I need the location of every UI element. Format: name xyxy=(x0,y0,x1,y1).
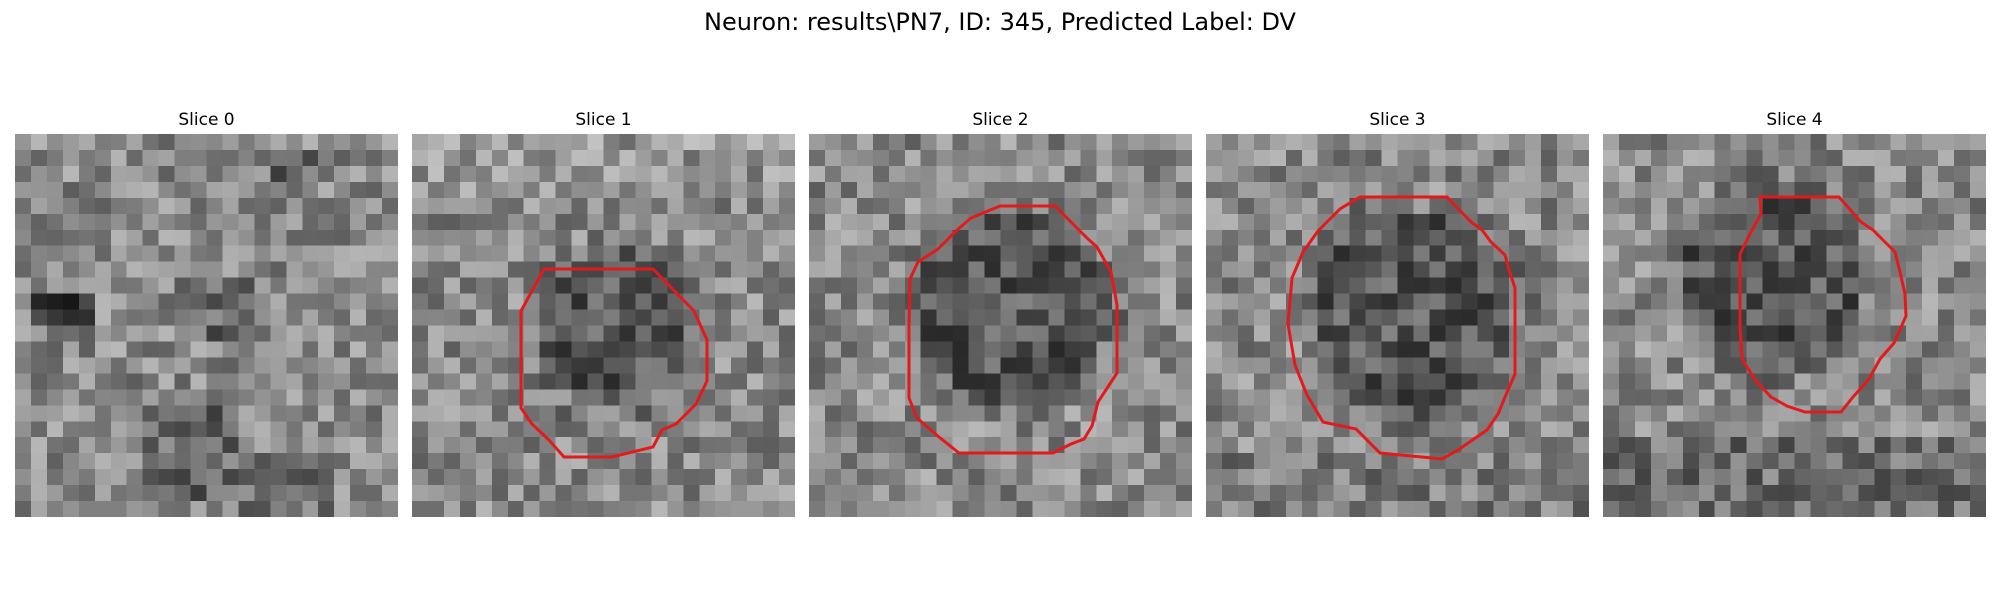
slice-title: Slice 3 xyxy=(1369,110,1426,130)
figure-title: Neuron: results\PN7, ID: 345, Predicted … xyxy=(704,8,1296,36)
slice-panel-3: Slice 3 xyxy=(1206,108,1589,517)
slice-panel-0: Slice 0 xyxy=(15,108,398,517)
slice-image xyxy=(1603,134,1986,517)
slice-image xyxy=(412,134,795,517)
slice-title: Slice 2 xyxy=(972,110,1029,130)
slice-panel-2: Slice 2 xyxy=(809,108,1192,517)
slice-image xyxy=(809,134,1192,517)
slice-image xyxy=(1206,134,1589,517)
slice-title: Slice 0 xyxy=(178,110,235,130)
slice-panel-4: Slice 4 xyxy=(1603,108,1986,517)
slice-title: Slice 1 xyxy=(575,110,632,130)
slice-title: Slice 4 xyxy=(1766,110,1823,130)
slice-image xyxy=(15,134,398,517)
slice-panel-1: Slice 1 xyxy=(412,108,795,517)
